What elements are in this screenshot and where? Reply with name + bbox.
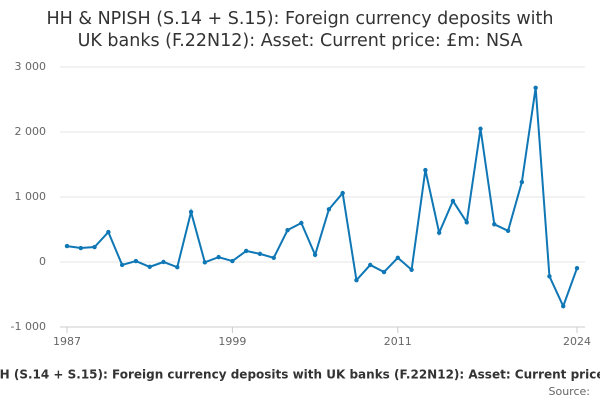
- point: [464, 220, 469, 225]
- point: [423, 167, 428, 173]
- point: [492, 222, 497, 227]
- x-tick-label: 1987: [53, 335, 81, 348]
- x-tick-label: 2024: [563, 335, 591, 348]
- point: [216, 254, 221, 260]
- point: [574, 265, 580, 271]
- y-tick-label: 3 000: [15, 60, 47, 73]
- y-tick-label: 0: [39, 255, 46, 268]
- point: [478, 126, 483, 131]
- point: [340, 190, 345, 196]
- source: Source:: [549, 385, 591, 398]
- point: [285, 227, 290, 233]
- point: [78, 245, 83, 251]
- point: [133, 258, 139, 264]
- chart-title-line: UK banks (F.22N12): Asset: Current price…: [78, 31, 523, 51]
- point: [106, 229, 111, 235]
- x-tick-label: 2011: [384, 335, 412, 348]
- chart-title-line: HH & NPISH (S.14 + S.15): Foreign curren…: [46, 9, 553, 29]
- point: [243, 248, 249, 254]
- point: [161, 259, 166, 265]
- y-tick-label: 1 000: [15, 190, 47, 203]
- point: [271, 255, 276, 260]
- point: [326, 207, 332, 212]
- y-tick-label: -1 000: [11, 320, 46, 333]
- point: [505, 228, 511, 233]
- point: [92, 244, 97, 250]
- x-tick-label: 1999: [218, 335, 246, 348]
- point: [64, 243, 70, 249]
- point: [561, 304, 566, 309]
- point: [312, 252, 318, 258]
- point: [450, 198, 456, 204]
- point: [230, 258, 235, 264]
- point: [202, 260, 208, 265]
- point: [368, 262, 373, 268]
- point: [519, 179, 525, 185]
- y-tick-label: 2 000: [15, 125, 47, 138]
- point: [175, 265, 180, 270]
- point: [409, 267, 414, 272]
- point: [257, 251, 263, 257]
- point: [119, 262, 125, 268]
- point: [547, 274, 552, 279]
- legend-entry: HH & NPISH (S.14 + S.15): Foreign curren…: [0, 368, 600, 382]
- point: [533, 85, 538, 91]
- point: [299, 220, 304, 226]
- point: [381, 269, 387, 275]
- point: [147, 264, 152, 270]
- line: [66, 87, 578, 309]
- point: [354, 278, 359, 283]
- point: [436, 230, 442, 235]
- point: [395, 255, 401, 260]
- point: [188, 209, 194, 215]
